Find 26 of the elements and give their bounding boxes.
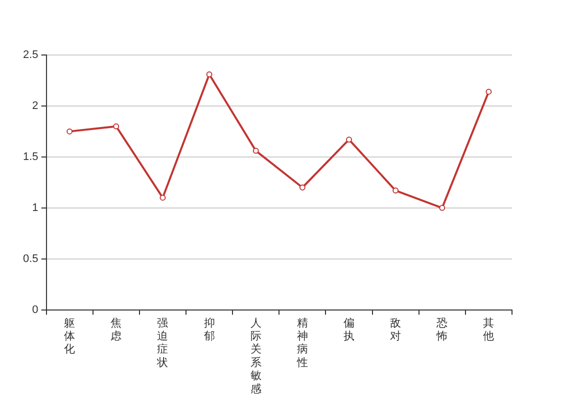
y-tick-label: 1.5 — [22, 150, 38, 163]
point — [160, 194, 166, 201]
point — [346, 136, 352, 143]
x-tick-label: 精神病性 — [296, 316, 308, 369]
y-tick-label: 2 — [32, 100, 38, 112]
x-tick-label: 抑郁 — [204, 316, 215, 342]
point — [439, 204, 446, 211]
x-tick-label: 强迫症状 — [156, 316, 168, 369]
y-tick-label: 0 — [32, 304, 38, 316]
x-tick-label: 恐怖 — [436, 316, 448, 342]
x-tick-label: 偏执 — [344, 316, 354, 342]
point — [113, 123, 120, 130]
y-tick-label: 1 — [32, 202, 38, 214]
x-tick-label: 敌对 — [390, 316, 402, 342]
point — [66, 128, 73, 134]
point — [206, 71, 212, 78]
point — [486, 88, 492, 95]
point — [299, 184, 306, 190]
y-tick-label: 2.5 — [22, 49, 38, 62]
point — [252, 148, 259, 154]
x-tick-label: 焦虑 — [110, 316, 122, 342]
x-tick-label: 人际关系敏感 — [250, 316, 262, 396]
x-tick-label: 其他 — [483, 316, 494, 342]
y-tick-label: 0.5 — [22, 252, 38, 265]
point — [392, 188, 399, 194]
x-tick-label: 躯体化 — [64, 316, 76, 356]
